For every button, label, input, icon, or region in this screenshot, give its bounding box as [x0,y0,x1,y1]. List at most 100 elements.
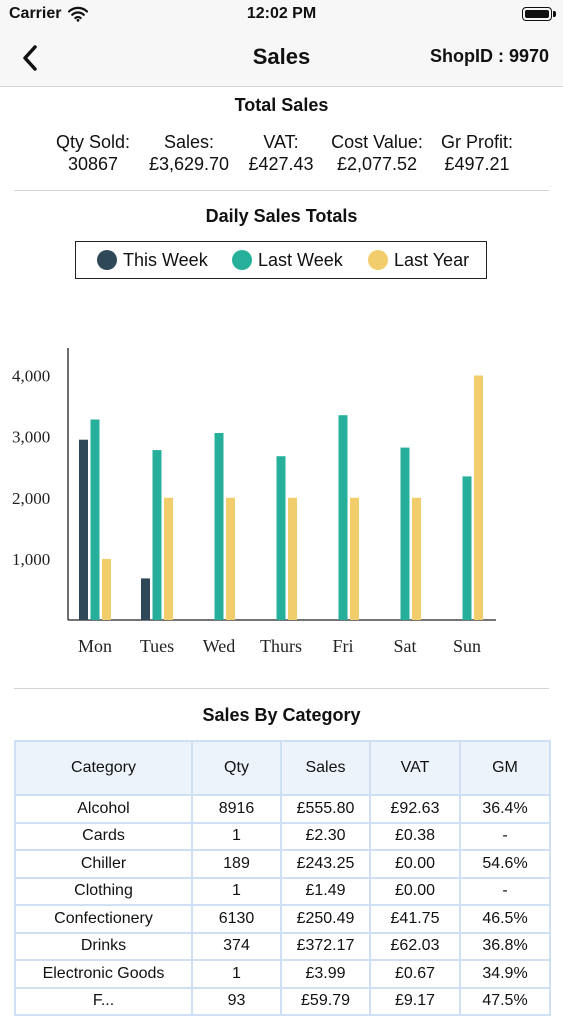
legend-item-this-week: This Week [97,250,208,271]
x-tick-label: Fri [332,636,353,656]
bar-thurs-last-week [276,456,286,620]
total-qty-sold: Qty Sold: 30867 [45,131,141,175]
table-cell: £9.17 [369,986,461,1016]
table-cell: 54.6% [459,849,551,879]
table-cell: 93 [191,986,282,1016]
table-cell: 1 [191,821,282,851]
column-header-gm: GM [459,740,551,796]
table-cell: F... [14,986,193,1016]
table-cell: £0.00 [369,876,461,906]
y-tick-labels: 1,000 2,000 3,000 4,000 [12,367,50,569]
bar-tues-last-year [164,497,173,620]
total-gross-profit: Gr Profit: £497.21 [432,131,522,175]
total-cost-value: Cost Value: £2,077.52 [322,131,432,175]
bar-thurs-last-year [288,497,297,620]
x-tick-label: Mon [78,636,112,656]
total-sales: Sales: £3,629.70 [140,131,238,175]
legend-swatch [97,250,117,270]
table-cell: Cards [14,821,193,851]
wifi-icon [68,6,88,22]
table-header-row: Category Qty Sales VAT GM [14,740,551,796]
table-cell: £41.75 [369,904,461,934]
table-cell: - [459,876,551,906]
battery-icon [522,7,556,21]
x-tick-label: Tues [140,636,174,656]
sales-by-category-table: Category Qty Sales VAT GM Alcohol 8916 £… [14,740,551,1016]
table-row[interactable]: Confectionery 6130 £250.49 £41.75 46.5% [14,904,551,934]
legend-swatch [368,250,388,270]
bar-wed-last-week [214,433,224,620]
table-cell: £59.79 [280,986,371,1016]
y-tick-label: 4,000 [12,367,50,386]
table-cell: £243.25 [280,849,371,879]
table-cell: Confectionery [14,904,193,934]
carrier-label: Carrier [9,5,62,22]
back-button[interactable] [16,43,46,73]
table-cell: £372.17 [280,931,371,961]
column-header-category: Category [14,740,193,796]
table-cell: 374 [191,931,282,961]
total-label: Cost Value: [331,132,423,152]
table-cell: 1 [191,876,282,906]
column-header-qty: Qty [191,740,282,796]
daily-sales-chart: 1,000 2,000 3,000 4,000 Mon Tues Wed Thurs Fri S… [12,348,496,656]
table-cell: 46.5% [459,904,551,934]
table-cell: £555.80 [280,794,371,824]
bar-tues-last-week [152,450,162,620]
table-row[interactable]: Chiller 189 £243.25 £0.00 54.6% [14,849,551,879]
table-cell: £0.00 [369,849,461,879]
legend-item-last-week: Last Week [232,250,343,271]
shop-id-label: ShopID : 9970 [429,46,549,66]
bar-sat-last-week [400,447,410,620]
status-time: 12:02 PM [246,5,317,22]
table-row[interactable]: Drinks 374 £372.17 £62.03 36.8% [14,931,551,961]
table-row[interactable]: Alcohol 8916 £555.80 £92.63 36.4% [14,794,551,824]
legend-label: Last Year [394,250,470,270]
table-cell: 8916 [191,794,282,824]
legend-label: This Week [123,250,208,270]
table-cell: 34.9% [459,959,551,989]
chart-bars [79,375,483,620]
table-cell: £0.38 [369,821,461,851]
table-cell: £2.30 [280,821,371,851]
chart-legend: This Week Last Week Last Year [75,241,487,279]
table-cell: Clothing [14,876,193,906]
bar-sun-last-year [474,375,483,620]
total-value: £2,077.52 [336,154,418,174]
table-row[interactable]: Clothing 1 £1.49 £0.00 - [14,876,551,906]
x-tick-label: Wed [203,636,236,656]
legend-item-last-year: Last Year [368,250,469,271]
total-vat: VAT: £427.43 [238,131,324,175]
total-label: Qty Sold: [55,132,131,152]
table-cell: 189 [191,849,282,879]
table-cell: Electronic Goods [14,959,193,989]
bar-sun-last-week [462,476,472,620]
total-value: 30867 [67,154,119,174]
table-row[interactable]: Cards 1 £2.30 £0.38 - [14,821,551,851]
total-value: £3,629.70 [148,154,230,174]
table-cell: £250.49 [280,904,371,934]
x-tick-label: Sun [453,636,481,656]
bar-tues-this-week [141,578,150,620]
y-tick-label: 1,000 [12,550,50,569]
bar-sat-last-year [412,497,421,620]
page-title: Sales [252,44,311,69]
table-cell: 6130 [191,904,282,934]
table-row[interactable]: F... 93 £59.79 £9.17 47.5% [14,986,551,1016]
total-label: Gr Profit: [440,132,513,152]
total-value: £427.43 [248,154,314,174]
table-row[interactable]: Electronic Goods 1 £3.99 £0.67 34.9% [14,959,551,989]
bar-mon-this-week [79,439,88,620]
x-tick-label: Sat [393,636,416,656]
bar-mon-last-week [90,419,100,620]
navigation-bar: Sales ShopID : 9970 [0,30,563,87]
sales-by-category-table-wrapper: Category Qty Sales VAT GM Alcohol 8916 £… [14,740,551,1016]
status-bar: Carrier 12:02 PM [0,0,563,30]
table-cell: Alcohol [14,794,193,824]
table-cell: 47.5% [459,986,551,1016]
sales-by-category-title: Sales By Category [202,705,361,725]
total-sales-title: Total Sales [234,95,329,115]
table-cell: £3.99 [280,959,371,989]
y-tick-label: 2,000 [12,489,50,508]
section-divider [14,190,549,191]
